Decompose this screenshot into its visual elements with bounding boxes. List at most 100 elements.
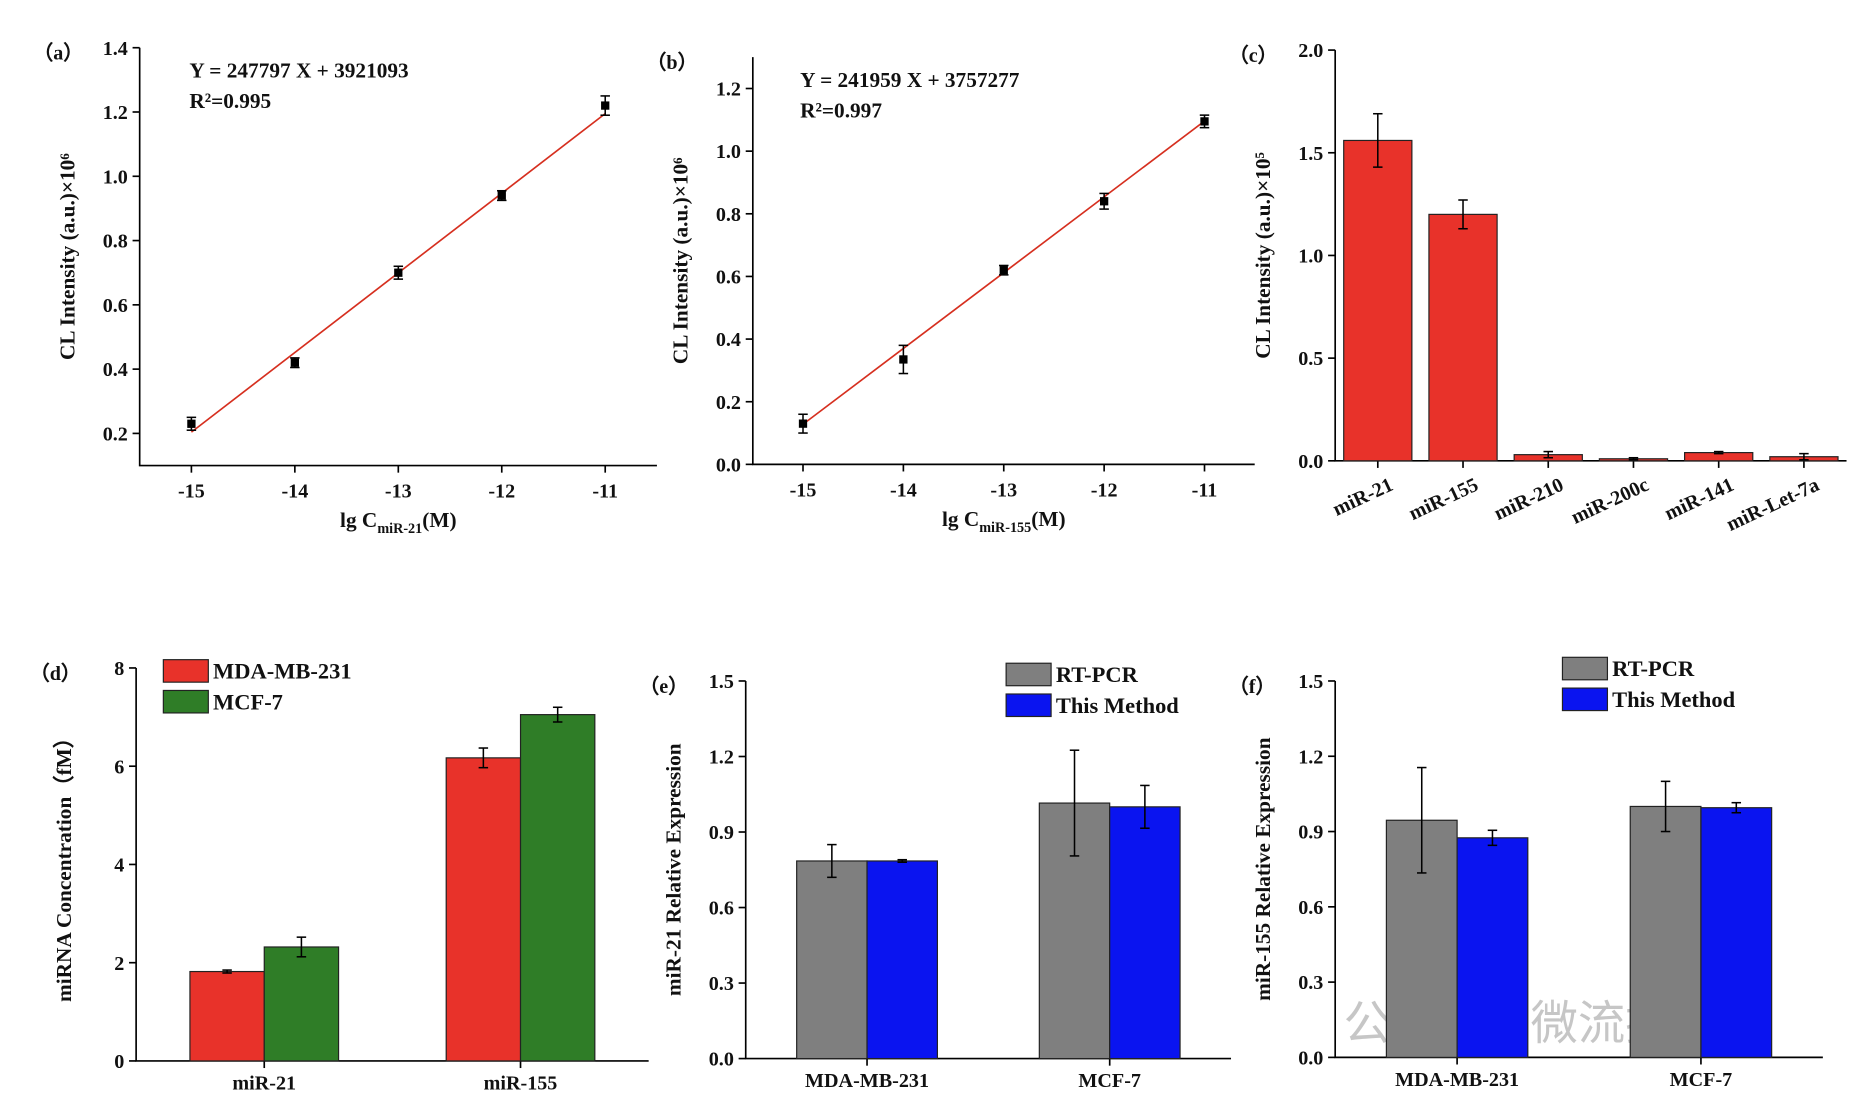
x-axis-title-unit: (M)	[1031, 507, 1065, 531]
bar	[1428, 213, 1498, 462]
bar	[796, 860, 868, 1060]
point	[899, 355, 908, 364]
panel-label: （a）	[33, 42, 83, 65]
error-bar	[897, 858, 907, 863]
legend-label: MCF-7	[213, 689, 283, 714]
error-bar	[1731, 801, 1742, 814]
x-tick-label: miR-200c	[1568, 474, 1652, 529]
bar	[519, 714, 596, 1062]
r-squared: R²=0.995	[189, 89, 271, 113]
x-tick-label: miR-210	[1491, 474, 1567, 525]
y-tick-label: 0.0	[709, 1049, 734, 1071]
y-tick-label: 0.2	[103, 424, 128, 446]
y-tick-label: 0.2	[716, 392, 741, 414]
y-tick-label: 0.4	[103, 359, 128, 381]
error-bar	[1660, 780, 1671, 833]
y-tick-label: 0.9	[1298, 822, 1323, 844]
y-tick-label: 1.5	[1298, 671, 1323, 693]
point	[999, 266, 1008, 275]
y-tick-label: 0.6	[103, 295, 128, 317]
x-tick-label: MCF-7	[1078, 1070, 1141, 1092]
y-axis-title: miR-21 Relative Expression	[662, 743, 686, 996]
legend-label: MDA-MB-231	[213, 659, 352, 684]
bar	[445, 757, 522, 1062]
bar	[1456, 837, 1529, 1058]
legend-swatch	[1561, 656, 1609, 681]
legend-label: RT-PCR	[1612, 656, 1695, 681]
equation: Y = 241959 X + 3757277	[800, 68, 1020, 92]
legend-swatch	[162, 659, 209, 683]
panel-label: （f）	[1229, 675, 1276, 698]
y-tick-label: 1.2	[1298, 746, 1323, 768]
x-tick-label: MCF-7	[1670, 1069, 1733, 1091]
axis-line	[138, 47, 657, 467]
panel-label: （b）	[646, 51, 697, 74]
x-tick-label: -12	[1091, 479, 1118, 501]
error-bar	[1458, 199, 1468, 230]
x-axis-title-sub: miR-155	[979, 520, 1031, 536]
y-tick-label: 0.5	[1298, 348, 1323, 370]
y-tick-label: 0.6	[1298, 897, 1323, 919]
y-tick-label: 1.0	[103, 166, 128, 188]
x-axis-title-main: lg C	[340, 508, 377, 532]
x-tick-label: miR-Let-7a	[1723, 474, 1822, 536]
error-bar	[1713, 450, 1724, 455]
y-tick-label: 1.0	[716, 141, 741, 163]
r-squared: R²=0.997	[800, 99, 882, 123]
x-tick-label: -13	[385, 481, 412, 503]
y-tick-label: 2.0	[1298, 40, 1323, 62]
legend-label: RT-PCR	[1056, 662, 1139, 687]
x-tick-label: -11	[1192, 479, 1218, 501]
error-bar	[1140, 784, 1150, 830]
legend-label: This Method	[1056, 693, 1179, 718]
error-bar	[1799, 452, 1809, 461]
equation: Y = 247797 X + 3921093	[189, 58, 408, 82]
x-tick-label: MDA-MB-231	[805, 1070, 929, 1092]
legend-swatch	[1561, 687, 1609, 712]
y-tick-label: 8	[114, 658, 124, 680]
y-tick-label: 0.6	[709, 898, 734, 920]
x-axis-title: lg CmiR-155(M)	[942, 507, 1066, 536]
legend-swatch	[1005, 693, 1052, 718]
point	[1200, 117, 1209, 126]
bar	[1700, 807, 1773, 1058]
x-tick-label: miR-21	[1329, 474, 1396, 521]
y-axis-title: CL Intensity (a.u.)×10⁶	[669, 157, 693, 364]
error-bar	[1069, 749, 1080, 857]
y-tick-label: 0.4	[716, 329, 741, 351]
y-tick-label: 2	[114, 953, 124, 975]
y-tick-label: 0.6	[716, 267, 741, 289]
x-tick-label: miR-21	[232, 1072, 296, 1094]
bar	[189, 970, 265, 1062]
error-bar	[827, 843, 837, 879]
error-bar	[552, 706, 563, 723]
error-bar	[478, 747, 489, 769]
bar	[1629, 805, 1702, 1058]
y-tick-label: 1.4	[103, 38, 128, 60]
panel-label: （e）	[639, 675, 688, 698]
panel-label: （c）	[1229, 44, 1278, 67]
x-tick-label: miR-155	[1406, 474, 1482, 525]
legend-swatch	[162, 689, 209, 714]
y-tick-label: 1.5	[709, 671, 734, 693]
x-axis-title-main: lg C	[942, 507, 979, 531]
x-tick-label: -12	[488, 481, 515, 503]
y-tick-label: 1.5	[1298, 143, 1323, 165]
y-tick-label: 0.8	[103, 231, 128, 253]
bar	[866, 860, 939, 1060]
y-tick-label: 0.3	[1298, 972, 1323, 994]
x-tick-label: -15	[790, 479, 817, 501]
y-tick-label: 0.0	[1298, 451, 1323, 473]
x-axis-title-sub: miR-21	[377, 521, 422, 537]
x-axis-title-unit: (M)	[422, 508, 456, 532]
bar	[263, 946, 340, 1062]
error-bar	[1487, 829, 1498, 847]
y-tick-label: 0.8	[716, 204, 741, 226]
y-tick-label: 1.2	[709, 747, 734, 769]
error-bar	[1417, 766, 1427, 874]
y-axis-title: CL Intensity (a.u.)×10⁵	[1251, 152, 1275, 359]
error-bar	[1628, 456, 1639, 461]
point	[601, 101, 610, 110]
y-tick-label: 0.0	[1298, 1047, 1323, 1069]
y-axis-title: miRNA Concentration（fM）	[52, 727, 76, 1002]
